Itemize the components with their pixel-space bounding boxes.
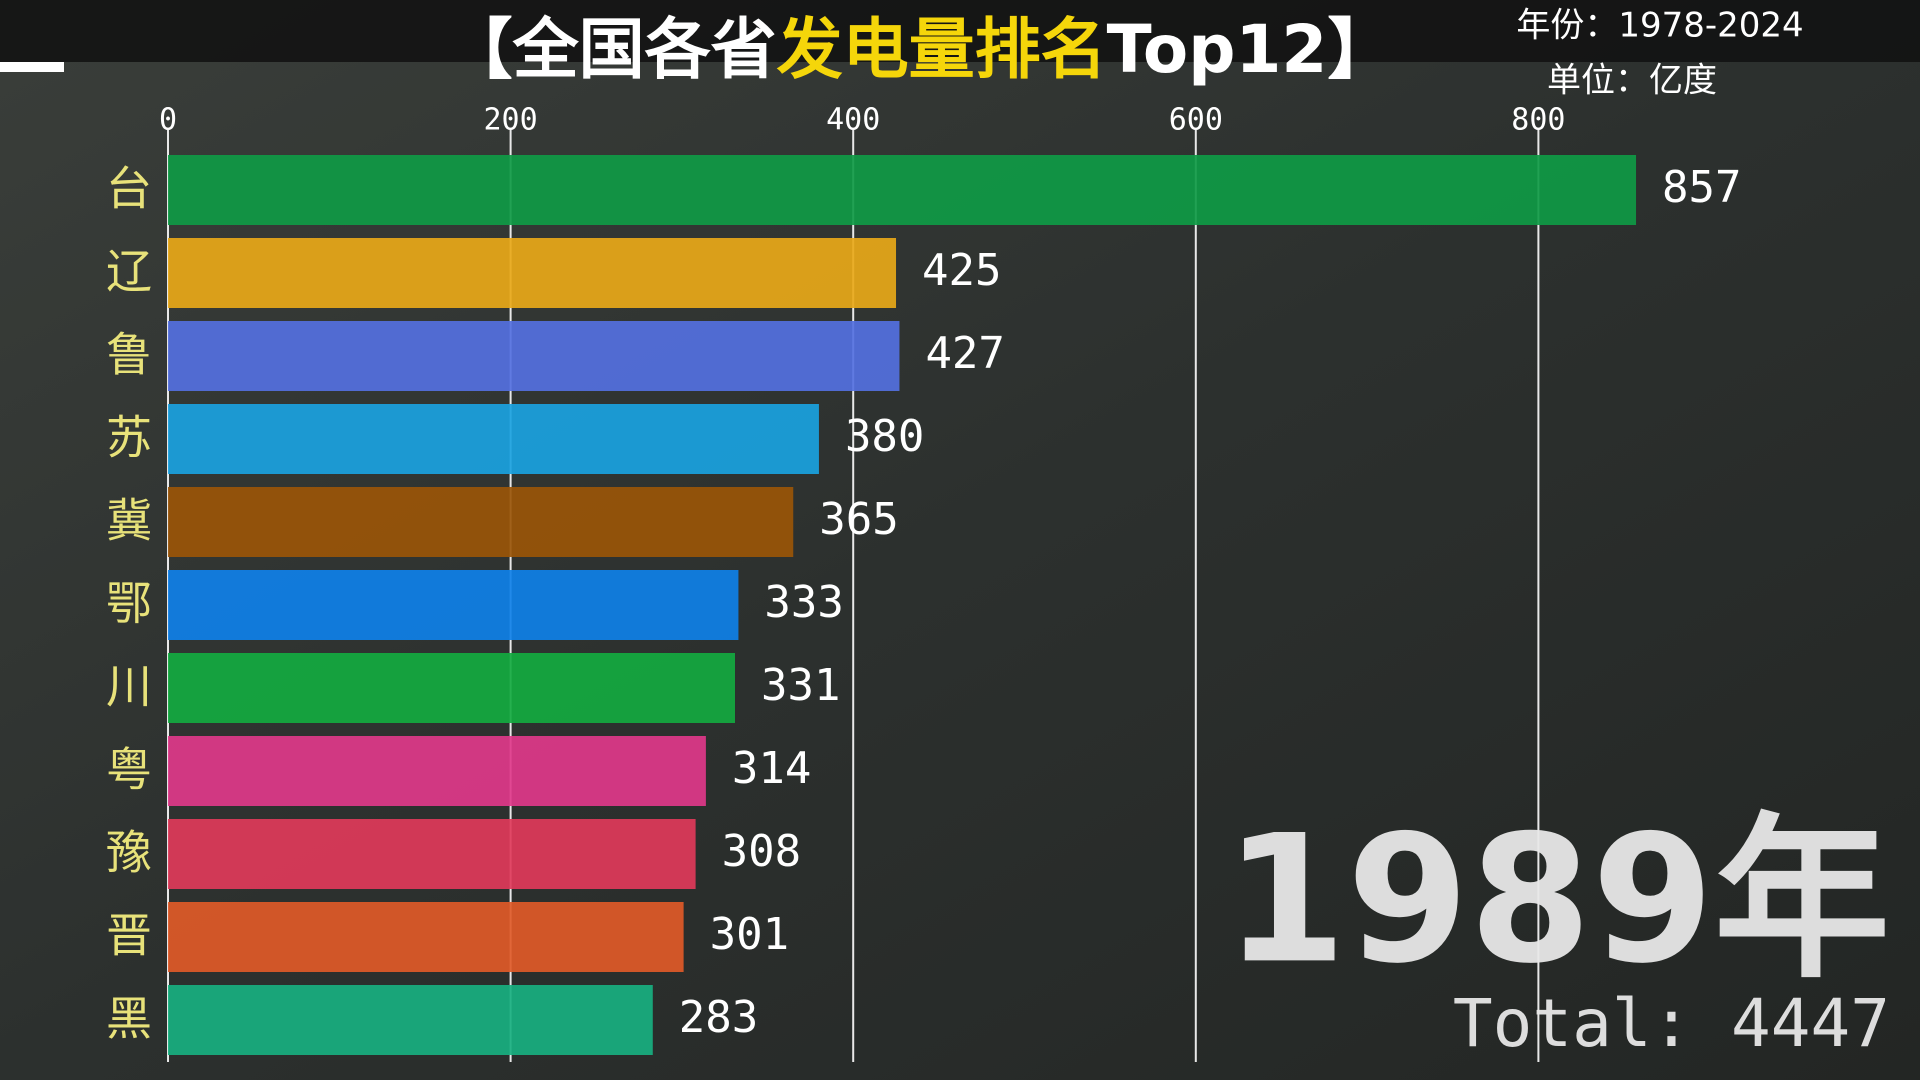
- decor: [0, 62, 64, 72]
- bar: [168, 736, 706, 806]
- value-label: 301: [710, 909, 789, 960]
- bar: [168, 902, 684, 972]
- bar: [168, 155, 1637, 225]
- unit: 单位：亿度: [1547, 61, 1717, 101]
- y-tick-label: 鲁: [106, 328, 152, 382]
- value-label: 333: [764, 577, 843, 628]
- value-label: 308: [722, 826, 801, 877]
- bar: [168, 321, 900, 391]
- bar: [168, 238, 897, 308]
- y-tick-label: 台: [106, 162, 152, 216]
- title-part: Top12】: [1107, 11, 1394, 88]
- y-tick-label: 黑: [106, 992, 152, 1046]
- bar: [168, 819, 696, 889]
- value-label: 427: [925, 328, 1004, 379]
- bar: [168, 570, 739, 640]
- value-label: 331: [761, 660, 840, 711]
- title-part: 【全国各省: [447, 11, 777, 88]
- value-label: 425: [922, 245, 1001, 296]
- total-label: Total: 4447: [1453, 985, 1890, 1062]
- bar: [168, 487, 794, 557]
- bar: [168, 404, 819, 474]
- y-tick-label: 辽: [106, 245, 152, 299]
- year-label: 1989年: [1224, 797, 1890, 1002]
- y-tick-label: 苏: [106, 411, 152, 465]
- value-label: 283: [679, 992, 758, 1043]
- header-bar: [0, 0, 1920, 62]
- y-tick-label: 鄂: [106, 577, 152, 631]
- y-tick-label: 川: [106, 660, 152, 714]
- y-tick-label: 晋: [106, 909, 152, 963]
- year-range: 年份：1978-2024: [1516, 6, 1803, 46]
- value-label: 857: [1662, 162, 1741, 213]
- y-tick-label: 冀: [106, 494, 152, 548]
- bar: [168, 653, 736, 723]
- value-label: 314: [732, 743, 811, 794]
- y-tick-label: 粤: [106, 743, 152, 797]
- value-label: 380: [845, 411, 924, 462]
- chart-title: 【全国各省发电量排名Top12】: [447, 11, 1394, 88]
- value-label: 365: [819, 494, 898, 545]
- title-part: 发电量排名: [777, 11, 1107, 88]
- bar: [168, 985, 653, 1055]
- x-tick-label: 0: [159, 103, 177, 138]
- y-tick-label: 豫: [106, 826, 152, 880]
